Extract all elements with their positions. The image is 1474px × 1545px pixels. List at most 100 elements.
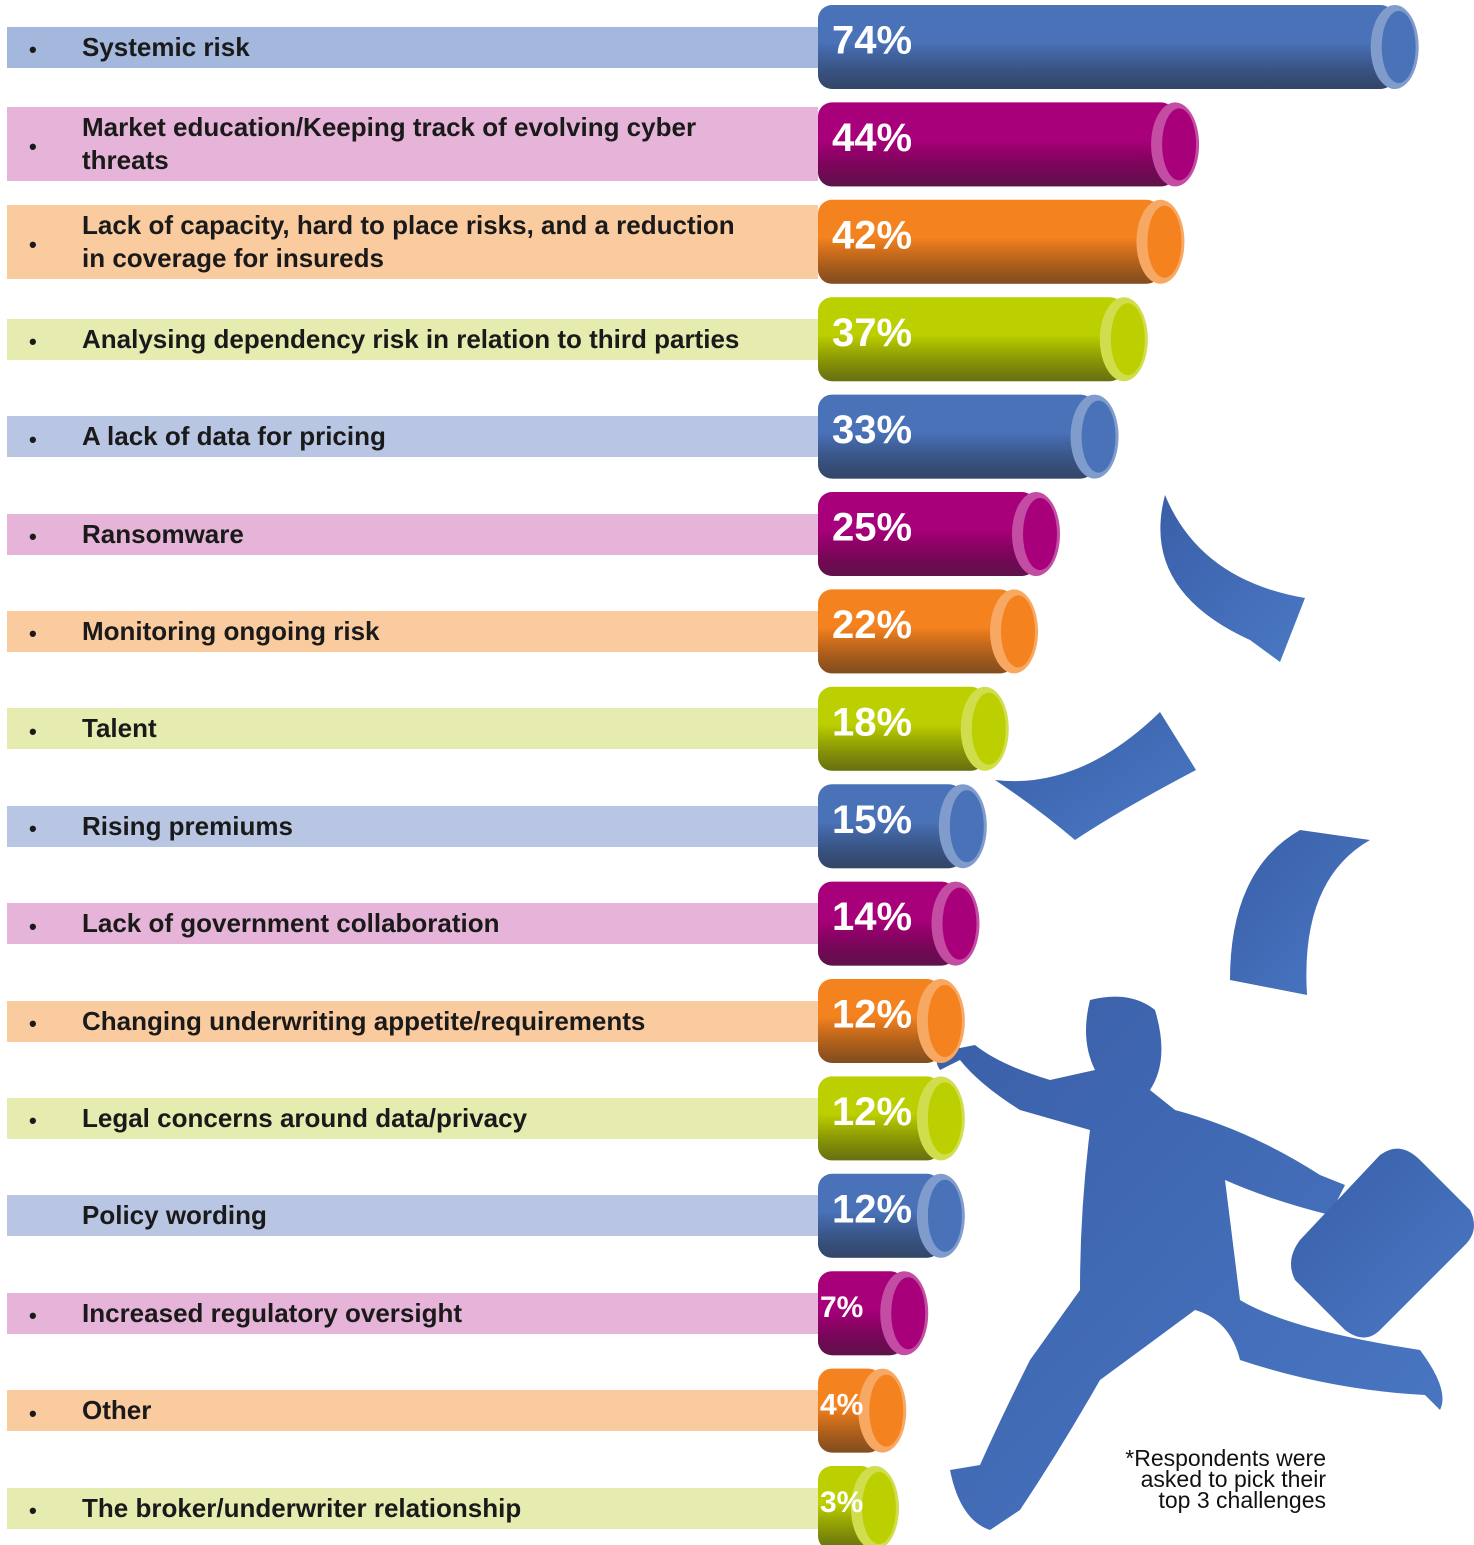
value-label: 14% (832, 895, 912, 939)
cylinder: 44% (818, 102, 1200, 187)
bar-cap-inner (949, 790, 984, 863)
category-label: Rising premiums (82, 810, 293, 841)
category-band: • The broker/underwriter relationship (7, 1487, 818, 1529)
bar-cap-inner (1162, 108, 1197, 181)
cylinder: 25% (818, 492, 1060, 576)
value-label: 44% (832, 116, 912, 160)
category-band: • Ransomware (7, 513, 818, 555)
bullet: • (29, 1108, 37, 1134)
cylinder: 42% (818, 199, 1185, 284)
bar-cap-inner (927, 985, 962, 1057)
category-label: Increased regulatory oversight (82, 1297, 463, 1328)
category-band: • Systemic risk (7, 26, 818, 68)
category-band: • Legal concerns around data/privacy (7, 1097, 818, 1139)
value-label: 3% (820, 1486, 863, 1519)
value-label: 4% (820, 1389, 863, 1422)
bar-shade (818, 881, 956, 966)
cylinder: 7% (818, 1271, 929, 1356)
category-band: • Lack of capacity, hard to place risks, … (7, 204, 818, 279)
bar-cap-inner (861, 1472, 896, 1544)
cylinder: 74% (818, 5, 1419, 89)
bar-cap-inner (869, 1374, 904, 1447)
bar-shade (818, 1173, 941, 1258)
cylinder: 3% (818, 1466, 899, 1545)
value-label: 33% (832, 408, 912, 452)
bar-cap-inner (1001, 595, 1036, 668)
bar-shade (818, 394, 1095, 479)
cylinder: 18% (818, 686, 1009, 771)
value-label: 15% (832, 798, 912, 842)
bar-cap-inner (927, 1082, 962, 1155)
bullet: • (29, 134, 37, 160)
bar-cap-inner (1023, 498, 1057, 570)
category-label: Analysing dependency risk in relation to… (82, 323, 740, 354)
value-label: 7% (820, 1291, 863, 1324)
bar-shade (818, 589, 1015, 674)
value-label: 22% (832, 603, 912, 647)
category-band: • Monitoring ongoing risk (7, 610, 818, 652)
category-band: • Talent (7, 708, 818, 750)
category-band: • A lack of data for pricing (7, 416, 818, 458)
category-label: Policy wording (82, 1200, 267, 1231)
bar-shade (818, 5, 1395, 89)
bar-cap-inner (1147, 205, 1182, 278)
value-label: 12% (832, 1187, 912, 1231)
category-label: Talent (82, 713, 157, 744)
bullet: • (29, 1400, 37, 1426)
value-label: 37% (832, 311, 912, 355)
bullet: • (29, 1498, 37, 1523)
bar-cap-inner (1081, 400, 1116, 473)
cylinder: 12% (818, 979, 965, 1063)
cylinder: 33% (818, 394, 1119, 479)
bullet: • (29, 816, 37, 842)
bar-shade (818, 1271, 905, 1356)
cylinder: 12% (818, 1173, 965, 1258)
cylinder: 4% (818, 1368, 907, 1453)
cylinder: 37% (818, 297, 1148, 382)
value-label: 12% (832, 1090, 912, 1134)
bullet: • (29, 524, 37, 549)
bar-shade (818, 297, 1124, 382)
category-label: The broker/underwriter relationship (82, 1492, 522, 1523)
value-label: 74% (832, 19, 912, 63)
footnote: *Respondents were asked to pick their to… (1125, 1445, 1326, 1513)
cylinder: 22% (818, 589, 1039, 674)
category-label: Lack of government collaboration (82, 908, 500, 939)
bar-shade (818, 102, 1176, 187)
bar-shade (818, 979, 941, 1063)
value-label: 25% (832, 506, 912, 550)
category-label: A lack of data for pricing (82, 421, 386, 452)
cylinder: 14% (818, 881, 980, 966)
category-band: • Changing underwriting appetite/requirem… (7, 1000, 818, 1042)
bar-cap-inner (1381, 11, 1416, 83)
bar-cap-inner (927, 1179, 962, 1252)
category-band: • Lack of government collaboration (7, 903, 818, 945)
bar-cap-inner (942, 887, 977, 960)
bullet: • (29, 718, 37, 744)
bar-cap-inner (971, 692, 1006, 765)
bar-cap-inner (891, 1277, 926, 1350)
bullet: • (29, 231, 37, 257)
bullet: • (29, 1011, 37, 1036)
value-label: 12% (832, 993, 912, 1037)
cylinder: 12% (818, 1076, 965, 1161)
category-label: Other (82, 1395, 152, 1426)
category-band: • Increased regulatory oversight (7, 1292, 818, 1334)
bar-shade (818, 784, 963, 869)
category-label: Changing underwriting appetite/requireme… (82, 1005, 646, 1036)
category-band: • Rising premiums (7, 805, 818, 847)
category-label: Ransomware (82, 518, 244, 549)
category-band: • Analysing dependency risk in relation t… (7, 318, 818, 360)
bar-cap-inner (1110, 303, 1145, 376)
value-label: 18% (832, 700, 912, 744)
category-label: Systemic risk (82, 31, 250, 62)
bar-shade (818, 199, 1161, 284)
category-band: • Market education/Keeping track of evolv… (7, 107, 818, 182)
decoration (936, 495, 1474, 1530)
cylinder: 15% (818, 784, 987, 869)
category-label: Monitoring ongoing risk (82, 615, 380, 646)
bullet: • (29, 1303, 37, 1329)
bullet: • (29, 329, 37, 355)
